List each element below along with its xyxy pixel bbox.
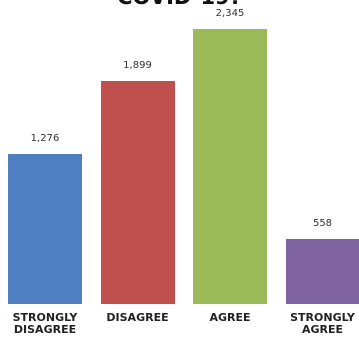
bar — [8, 154, 82, 304]
x-tick-label: STRONGLY DISAGREE — [12, 311, 78, 336]
bar — [100, 81, 175, 304]
x-tick-label: STRONGLY AGREE — [290, 311, 355, 336]
value-label: 1,276 — [30, 133, 60, 145]
bar — [193, 29, 267, 304]
x-tick-label: AGREE — [209, 311, 251, 324]
chart-title: COVID-19? — [0, 0, 359, 9]
bar — [285, 238, 359, 304]
value-label: 2,345 — [215, 8, 245, 19]
value-label: 558 — [312, 217, 333, 229]
x-tick-label: DISAGREE — [106, 311, 169, 324]
value-label: 1,899 — [123, 60, 152, 72]
